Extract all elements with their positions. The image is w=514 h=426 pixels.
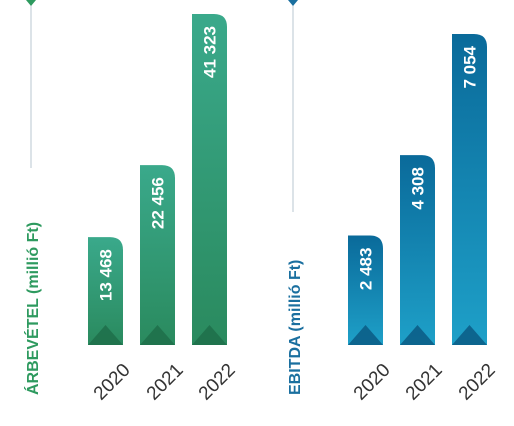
revenue-bar-foot-2020 [88,325,123,345]
ebitda-tick-2021: 2021 [402,360,447,405]
revenue-tick-2020: 2020 [90,360,135,405]
revenue-marker-icon [26,0,36,6]
ebitda-bar-2020 [348,235,383,345]
revenue-bar-2020 [88,237,123,345]
revenue-bar-2021 [140,165,175,345]
ebitda-bars: 2 483 4 308 7 054 [348,34,487,345]
ebitda-tick-2020: 2020 [350,360,395,405]
revenue-value-label-2020: 13 468 [97,249,116,301]
revenue-chart: ÁRBEVÉTEL (millió Ft) 13 468 22 456 41 323… [23,0,240,404]
revenue-bar-foot-2021 [140,325,175,345]
revenue-axis-title: ÁRBEVÉTEL (millió Ft) [23,222,42,395]
revenue-bar-foot-2022 [192,325,227,345]
revenue-tick-2021: 2021 [143,360,188,405]
revenue-value-label-2021: 22 456 [149,177,168,229]
ebitda-bar-foot-2022 [452,325,487,345]
ebitda-marker-icon [288,0,298,6]
ebitda-bar-2021 [400,155,435,345]
revenue-value-label-2022: 41 323 [201,26,220,78]
revenue-bar-2022 [192,14,227,345]
revenue-tick-2022: 2022 [195,360,240,405]
ebitda-value-label-2022: 7 054 [461,45,480,88]
ebitda-axis-title: EBITDA (millió Ft) [287,260,304,395]
ebitda-tick-2022: 2022 [455,360,500,405]
ebitda-value-label-2021: 4 308 [409,167,428,210]
revenue-bars: 13 468 22 456 41 323 [88,14,227,345]
ebitda-bar-2022 [452,34,487,345]
ebitda-bar-foot-2020 [348,325,383,345]
ebitda-bar-foot-2021 [400,325,435,345]
ebitda-value-label-2020: 2 483 [357,248,376,291]
